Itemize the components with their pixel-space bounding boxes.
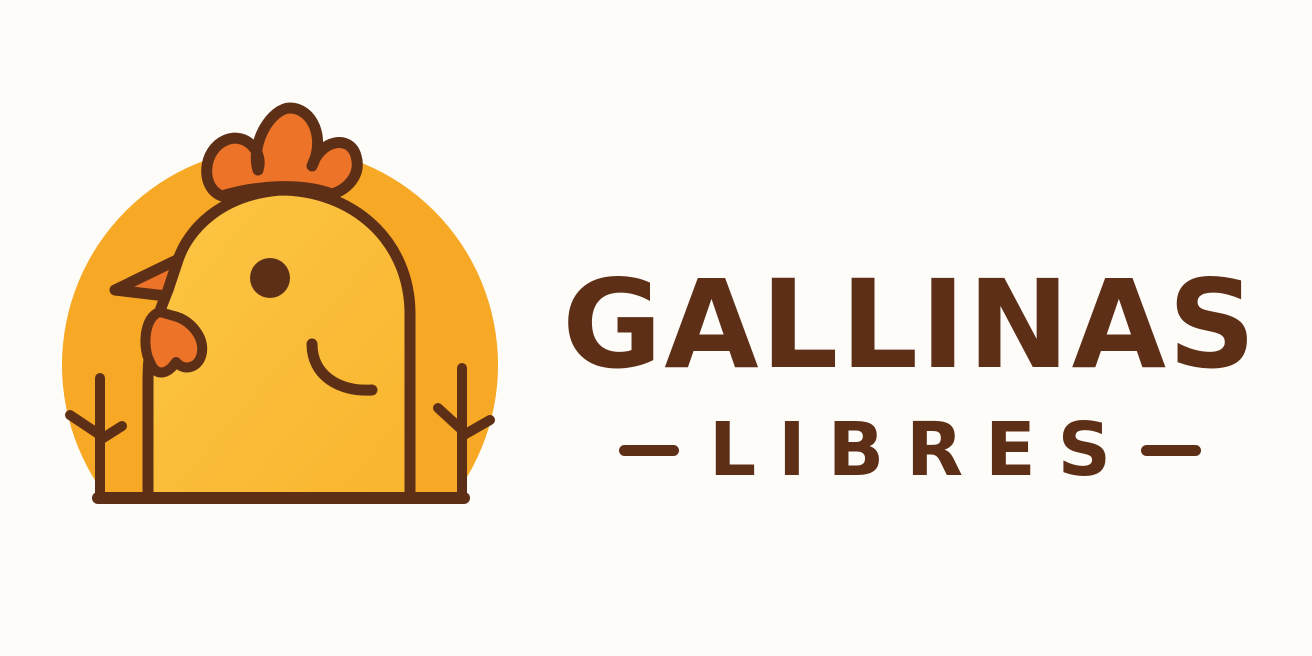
tagline-row: LIBRES: [545, 405, 1275, 495]
hen-emblem-icon: [62, 102, 498, 504]
eye-icon: [250, 258, 290, 298]
brand-tagline: LIBRES: [709, 407, 1133, 493]
smile-icon: [306, 338, 378, 396]
wattle-icon: [140, 307, 208, 378]
wordmark: GALLINAS LIBRES: [545, 255, 1275, 505]
brand-name: GALLINAS: [562, 254, 1258, 396]
comb-icon: [201, 102, 363, 202]
tagline-dash-right: [1140, 444, 1201, 456]
grass-sprig-left-icon: [65, 373, 127, 503]
tagline-dash-left: [619, 444, 680, 456]
grass-sprig-right-icon: [433, 363, 495, 503]
